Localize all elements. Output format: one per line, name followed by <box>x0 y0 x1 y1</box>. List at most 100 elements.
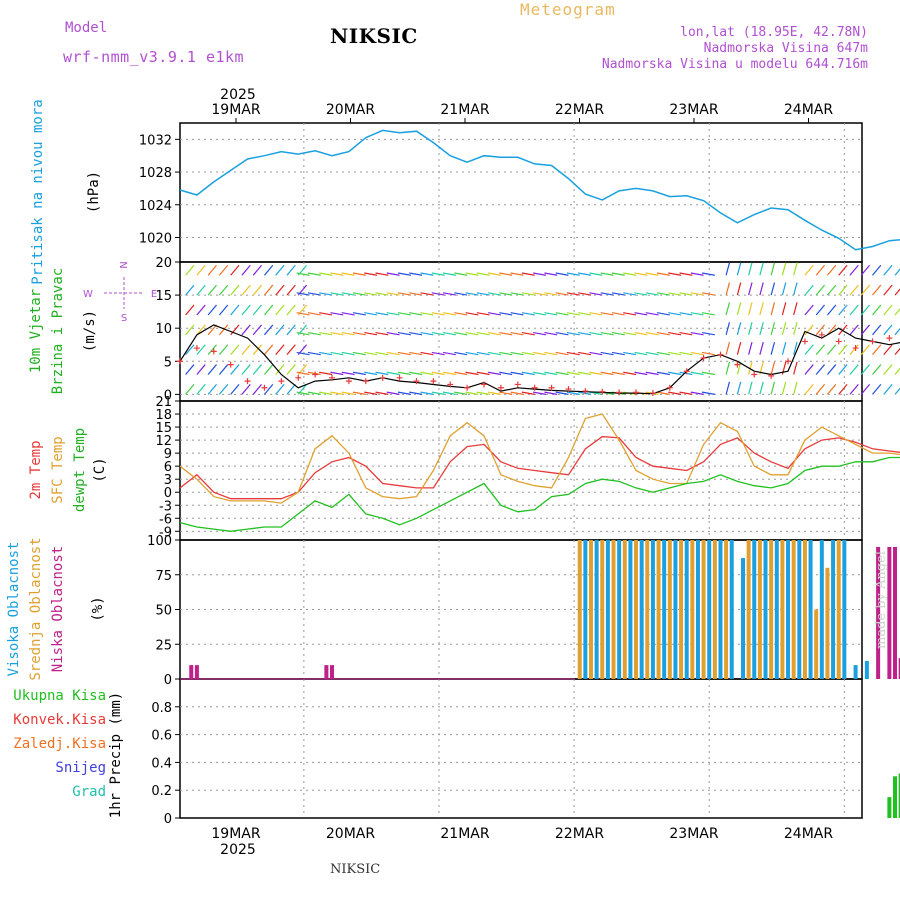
wind-barb <box>759 302 764 316</box>
wind-barb <box>397 292 411 296</box>
wind-barb <box>375 391 389 395</box>
station-title: NIKSIC <box>330 24 418 48</box>
wind-barb <box>488 351 502 356</box>
clouds-bar-1 <box>667 540 672 679</box>
wind-gust-marker <box>818 331 825 338</box>
wind-barb <box>196 264 206 276</box>
wind-barb <box>701 331 715 336</box>
wind-barb <box>815 324 826 336</box>
wind-barb <box>476 292 490 296</box>
wind-barb <box>555 371 569 376</box>
wind-barb <box>218 384 229 395</box>
clouds-bar-2 <box>887 546 892 679</box>
clouds-bar-0 <box>594 540 599 679</box>
wind-barb <box>207 364 217 375</box>
date-label-bottom: 23MAR <box>669 826 718 842</box>
wind-barb <box>352 331 366 336</box>
wind-barb <box>185 344 195 356</box>
wind-barb <box>701 371 715 376</box>
wind-barb <box>690 351 704 356</box>
wind-barb <box>330 351 344 356</box>
wind-gust-marker <box>734 361 741 368</box>
clouds-bar-1 <box>712 540 717 679</box>
wind-barb <box>185 364 195 375</box>
wind-gust-marker <box>481 381 488 388</box>
wind-barb <box>263 384 274 395</box>
wind-barb <box>296 371 310 376</box>
dewpt-label: dewpt Temp <box>72 428 88 512</box>
wind-barb <box>793 302 798 316</box>
wind-gust-marker <box>210 348 217 355</box>
wind-barb <box>499 272 513 276</box>
wind-barb <box>386 331 400 336</box>
wind-barb <box>578 272 592 276</box>
wind-barb <box>656 391 670 395</box>
wind-gust-marker <box>852 345 859 352</box>
wind-barb <box>566 331 580 336</box>
wind-barb <box>645 292 659 296</box>
wind-barb <box>431 391 445 395</box>
wind-barb <box>386 391 400 395</box>
wind-barb <box>275 304 285 316</box>
wind-barb <box>611 272 625 276</box>
wind-gust-marker <box>278 378 285 385</box>
date-label-bottom: 22MAR <box>555 826 604 842</box>
wind-barb <box>770 381 776 395</box>
wind-barb <box>838 364 848 375</box>
wind-barb <box>748 341 753 355</box>
wind-barb <box>476 351 490 356</box>
wind-barb <box>725 361 731 375</box>
clouds-bar-1 <box>588 540 593 679</box>
wind-barb <box>286 304 296 316</box>
wind-gust-marker <box>768 372 775 379</box>
wind-barb <box>286 264 296 276</box>
wind-barb <box>341 371 355 376</box>
wind-barb <box>566 292 580 296</box>
wind-barb <box>420 351 434 356</box>
wind-label-2: Brzina i Pravac <box>50 268 66 394</box>
clouds-bar-2 <box>893 546 898 679</box>
wind-barb <box>804 324 814 336</box>
wind-barb <box>838 384 848 395</box>
wind-barb <box>770 361 776 375</box>
wind-barb <box>894 308 900 316</box>
temperature-series-0 <box>179 435 900 500</box>
wind-barb <box>589 351 603 356</box>
wind-barb <box>307 312 321 316</box>
wind-barb <box>296 312 310 316</box>
wind-barb <box>207 284 217 296</box>
wind-barb <box>849 384 859 395</box>
wind-barb <box>793 361 798 375</box>
precip-legend-0: Ukupna Kisa <box>13 688 106 704</box>
wind-barb <box>826 344 837 356</box>
temperature-series-2 <box>179 456 900 532</box>
wind-barb <box>645 351 659 356</box>
wind-barb <box>701 292 715 296</box>
clouds-bar-0 <box>774 540 779 679</box>
wind-barb <box>307 272 321 276</box>
clouds-bar-2 <box>194 665 199 679</box>
wind-barb <box>420 312 434 316</box>
clouds-bar-0 <box>662 540 667 679</box>
wind-barb <box>252 364 263 375</box>
wind-barb <box>826 324 837 336</box>
wind-barb <box>736 302 742 316</box>
wind-barb <box>263 324 274 336</box>
wind-barb <box>578 371 592 376</box>
wind-barb <box>826 364 837 375</box>
wind-barb <box>521 331 535 336</box>
wind-barb <box>364 371 378 376</box>
wind-barb <box>589 331 603 336</box>
y-tick-label-wind: 0 <box>164 388 172 403</box>
wind-barb <box>296 292 310 296</box>
wind-barb <box>185 304 195 316</box>
panel-frame-wind <box>179 261 863 402</box>
wind-barb <box>465 371 479 376</box>
wind-barb <box>838 284 848 296</box>
wind-gust-marker <box>329 374 336 381</box>
y-tick-label-clouds: 50 <box>155 604 172 619</box>
wind-barb <box>634 312 648 316</box>
clouds-bar-2 <box>330 665 335 679</box>
wind-barb <box>364 391 378 395</box>
wind-gust-marker <box>666 384 673 391</box>
